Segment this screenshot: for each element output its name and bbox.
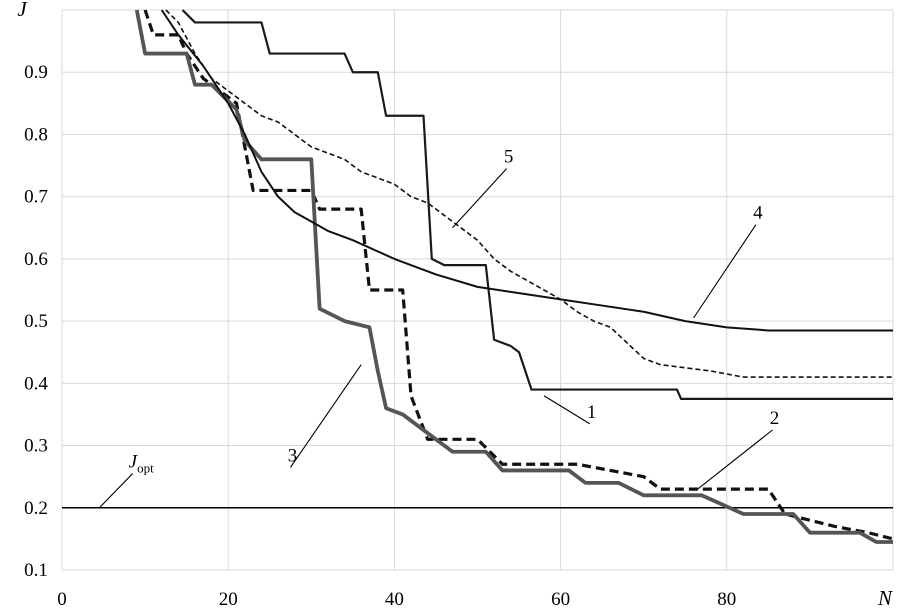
x-axis-title: N xyxy=(877,586,893,610)
y-tick-label: 0.7 xyxy=(24,187,48,208)
x-tick-labels: 0 20 40 60 80 N xyxy=(57,586,893,610)
y-tick-label: 0.2 xyxy=(24,498,48,519)
y-tick-label: 0.3 xyxy=(24,436,48,457)
y-axis-title: J xyxy=(17,0,28,21)
series-2-line xyxy=(143,9,894,541)
curve-J-leader-line xyxy=(99,473,134,509)
curve-2-label: 2 xyxy=(770,408,780,429)
y-tick-label: 0.4 xyxy=(24,373,48,394)
curve-2-leader-line xyxy=(697,429,773,490)
y-tick-label: 0.8 xyxy=(24,124,48,145)
curve-5-leader-line xyxy=(452,168,507,229)
y-tick-label: 0.5 xyxy=(24,311,48,332)
y-tick-label: 0.6 xyxy=(24,249,48,270)
curve-4-label: 4 xyxy=(753,203,763,224)
series-4-line xyxy=(160,9,893,332)
series-1-line xyxy=(181,9,893,400)
curve-1-leader-line xyxy=(543,395,590,425)
x-tick-label: 0 xyxy=(57,589,67,610)
curve-3-label: 3 xyxy=(288,445,298,466)
curve-4-leader-line xyxy=(693,224,757,319)
x-tick-label: 20 xyxy=(219,589,238,610)
x-tick-label: 40 xyxy=(385,589,404,610)
curve-3-leader-line xyxy=(290,364,362,468)
curve-5-label: 5 xyxy=(504,147,514,168)
curve-labels: 1 2 3 4 5 Jopt xyxy=(99,147,780,509)
y-tick-label: 0.9 xyxy=(24,62,48,83)
grid-lines xyxy=(61,9,894,571)
series-3-line xyxy=(134,9,893,544)
y-tick-labels: 0.1 0.2 0.3 0.4 0.5 0.6 0.7 0.8 0.9 J xyxy=(17,0,48,581)
x-tick-label: 80 xyxy=(717,589,736,610)
x-tick-label: 60 xyxy=(551,589,570,610)
y-tick-label: 0.1 xyxy=(24,560,48,581)
curve-1-label: 1 xyxy=(587,402,597,423)
j-opt-label: Jopt xyxy=(129,452,154,476)
series-lines xyxy=(134,9,894,544)
plot-area-border xyxy=(61,9,894,571)
